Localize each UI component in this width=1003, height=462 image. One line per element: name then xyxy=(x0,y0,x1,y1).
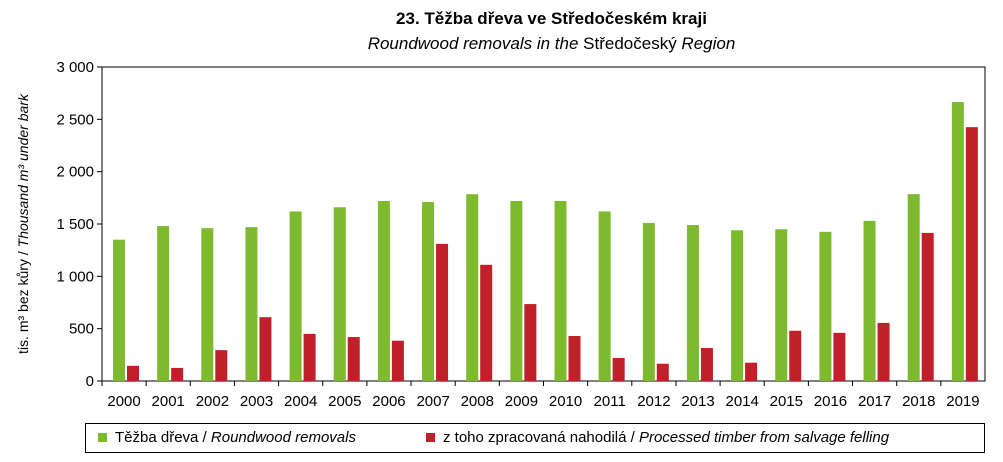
bar-salvage xyxy=(612,357,625,381)
x-tick-label: 2012 xyxy=(637,393,670,410)
legend-label-italic: Processed timber from salvage felling xyxy=(638,429,890,446)
x-tick-label: 2018 xyxy=(902,393,935,410)
bar-salvage xyxy=(745,362,758,381)
x-tick-label: 2017 xyxy=(858,393,891,410)
x-tick-label: 2003 xyxy=(240,393,273,410)
bar-salvage xyxy=(921,232,934,381)
bar-roundwood xyxy=(863,220,876,381)
bar-roundwood xyxy=(377,200,390,381)
chart-subtitle: Roundwood removals in the Středočeský Re… xyxy=(0,34,1003,54)
bar-salvage xyxy=(303,333,316,381)
x-tick-label: 2008 xyxy=(461,393,494,410)
x-tick-label: 2014 xyxy=(725,393,758,410)
x-tick-label: 2013 xyxy=(681,393,714,410)
y-tick-label: 3 000 xyxy=(56,59,94,76)
bar-salvage xyxy=(436,243,449,381)
x-tick-label: 2015 xyxy=(770,393,803,410)
y-tick-label: 1 000 xyxy=(56,268,94,285)
subtitle-part: Středočeský xyxy=(583,34,677,53)
legend: Těžba dřeva / Roundwood removals z toho … xyxy=(85,423,985,453)
x-tick-label: 2004 xyxy=(284,393,317,410)
x-tick-label: 2019 xyxy=(946,393,979,410)
x-tick-label: 2016 xyxy=(814,393,847,410)
bar-roundwood xyxy=(731,230,744,381)
bar-roundwood xyxy=(686,225,699,381)
bar-salvage xyxy=(259,317,272,381)
y-tick-label: 0 xyxy=(86,373,94,390)
bar-roundwood xyxy=(466,194,479,381)
bar-salvage xyxy=(524,304,537,381)
bar-salvage xyxy=(480,264,493,381)
bar-roundwood xyxy=(422,202,435,381)
x-tick-label: 2006 xyxy=(372,393,405,410)
y-tick-label: 2 000 xyxy=(56,164,94,181)
bar-salvage xyxy=(568,335,581,381)
x-tick-label: 2009 xyxy=(505,393,538,410)
subtitle-part: Roundwood removals in the xyxy=(367,34,584,53)
legend-item-salvage: z toho zpracovaná nahodilá / Processed t… xyxy=(426,429,889,446)
bar-roundwood xyxy=(201,228,214,381)
bar-salvage xyxy=(833,332,846,381)
bar-salvage xyxy=(127,365,139,381)
legend-swatch xyxy=(426,433,435,442)
bar-roundwood xyxy=(907,194,920,381)
x-tick-label: 2007 xyxy=(416,393,449,410)
bar-salvage xyxy=(656,363,669,381)
legend-label: Těžba dřeva / xyxy=(115,429,211,446)
y-axis-label: tis. m³ bez kůry / Thousand m³ under bar… xyxy=(15,93,31,354)
chart-title: 23. Těžba dřeva ve Středočeském kraji xyxy=(396,9,707,28)
subtitle-part: Region xyxy=(676,34,736,53)
plot-border xyxy=(101,66,986,382)
bar-roundwood xyxy=(819,231,832,381)
legend-label-italic: Roundwood removals xyxy=(210,429,356,446)
bar-roundwood xyxy=(510,200,523,381)
legend-item-roundwood: Těžba dřeva / Roundwood removals xyxy=(98,429,356,446)
bar-salvage xyxy=(789,330,802,381)
bar-roundwood xyxy=(113,239,125,381)
x-tick-label: 2002 xyxy=(196,393,229,410)
legend-label: z toho zpracovaná nahodilá / xyxy=(443,429,639,446)
legend-swatch xyxy=(98,433,107,442)
y-tick-label: 2 500 xyxy=(56,111,94,128)
x-tick-label: 2011 xyxy=(594,393,626,410)
bar-roundwood xyxy=(333,207,346,381)
x-tick-label: 2010 xyxy=(549,393,582,410)
bar-roundwood xyxy=(157,226,170,381)
bar-roundwood xyxy=(245,227,258,381)
bar-roundwood xyxy=(554,200,567,381)
x-tick-label: 2000 xyxy=(107,393,140,410)
bar-salvage xyxy=(700,348,713,381)
bar-roundwood xyxy=(642,222,655,381)
bar-roundwood xyxy=(775,229,788,381)
bar-salvage xyxy=(965,127,978,381)
bar-salvage xyxy=(877,322,890,381)
bar-roundwood xyxy=(951,102,964,382)
y-tick-label: 1 500 xyxy=(56,216,94,233)
y-tick-label: 500 xyxy=(69,321,94,338)
bar-roundwood xyxy=(289,211,302,381)
bar-salvage xyxy=(171,367,184,381)
bar-salvage xyxy=(347,337,360,381)
x-tick-label: 2005 xyxy=(328,393,361,410)
bar-roundwood xyxy=(598,211,611,381)
bar-salvage xyxy=(215,350,228,381)
x-tick-label: 2001 xyxy=(152,393,185,410)
bar-salvage xyxy=(391,340,404,381)
